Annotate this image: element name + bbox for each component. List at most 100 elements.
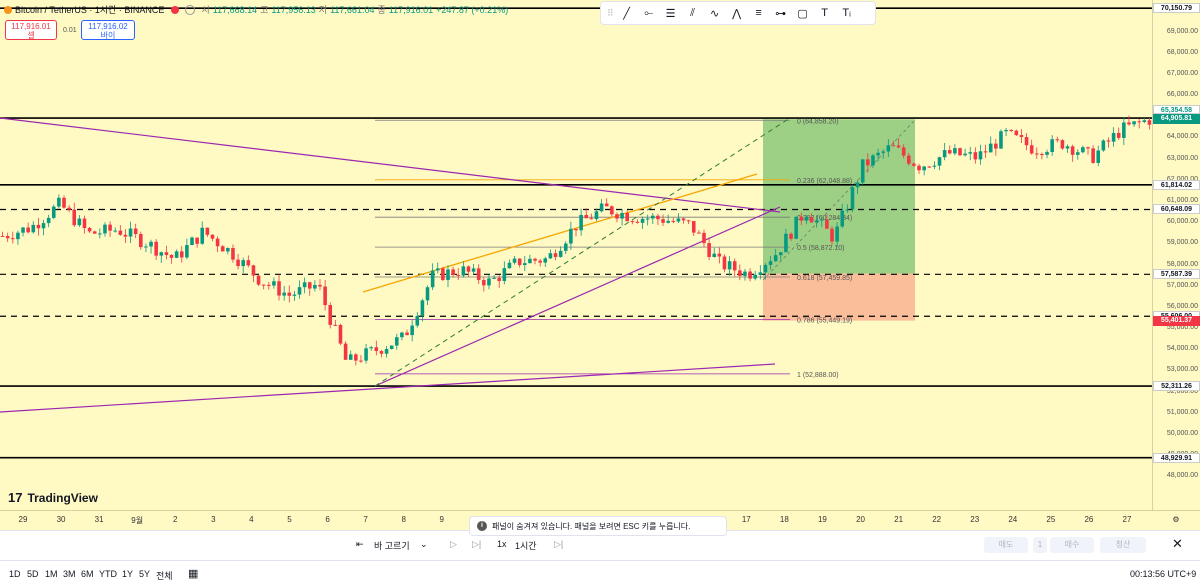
range-all[interactable]: 전체 — [156, 571, 173, 581]
range-6m[interactable]: 6M — [81, 569, 94, 579]
time-tick-label: 21 — [894, 515, 904, 524]
candle-body — [461, 266, 466, 276]
bar-select-button[interactable]: 바 고르기 — [374, 541, 410, 551]
replay-sell-button[interactable]: 매도 — [984, 537, 1028, 553]
candle-body — [912, 163, 916, 166]
candle-body — [896, 145, 901, 148]
candle-body — [77, 218, 82, 226]
fib-retracement-icon[interactable]: ≡ — [755, 7, 762, 19]
rectangle-icon[interactable]: ▢ — [797, 7, 808, 20]
candle-body — [1086, 147, 1090, 149]
target-zone — [763, 119, 915, 274]
candle-body — [384, 349, 389, 354]
ray-tool-icon[interactable]: ⟜ — [644, 6, 653, 19]
candle-body — [922, 166, 926, 171]
chevron-down-icon[interactable]: ⌄ — [420, 539, 428, 549]
chart-pane[interactable]: 0 (64,858.20) 0.236 (62,048.88) 0.382 (60,… — [0, 0, 1152, 510]
bar-select-icon[interactable]: ⇤ — [356, 539, 364, 549]
pattern-icon[interactable]: ⋀ — [732, 7, 742, 20]
price-level-tag: 64,905.81 — [1153, 114, 1200, 125]
candle-body — [599, 203, 604, 212]
close-icon[interactable]: ✕ — [1172, 536, 1183, 551]
candle-body — [528, 258, 532, 264]
jump-to-realtime-icon[interactable]: ▷| — [554, 539, 564, 549]
range-ytd[interactable]: YTD — [99, 569, 117, 579]
sell-button[interactable]: 117,916.01 셀 — [5, 20, 57, 40]
candle-body — [133, 228, 138, 235]
price-scale[interactable]: 70,150.79 69,000.00 68,000.00 67,000.00 66,0… — [1152, 0, 1200, 510]
price-tick-label: 69,000.00 — [1166, 27, 1198, 35]
candle-body — [471, 268, 476, 272]
replay-buy-button[interactable]: 매수 — [1050, 537, 1094, 553]
range-1y[interactable]: 1Y — [122, 569, 134, 579]
price-level-tag: 52,311.26 — [1153, 381, 1200, 392]
candle-body — [287, 292, 292, 296]
candle-body — [763, 264, 768, 273]
candle-body — [354, 354, 358, 361]
toolbar-drag-handle-icon[interactable]: ⠿ — [607, 7, 614, 18]
candle-body — [410, 325, 414, 336]
candle-body — [72, 209, 77, 226]
fib-extension-icon[interactable]: ⊶ — [775, 7, 787, 20]
buy-button[interactable]: 117,916.02 바이 — [81, 20, 135, 40]
candle-body — [272, 281, 276, 286]
candle-body — [686, 220, 691, 222]
fib-trend-dashed-line — [374, 117, 791, 387]
speed-button[interactable]: 1x — [497, 539, 507, 549]
candle-body — [103, 224, 107, 234]
calendar-icon[interactable]: ▦ — [188, 568, 199, 580]
candle-body — [983, 151, 988, 153]
symbol-title[interactable]: Bitcoin / TetherUS · 1시간 · BINANCE — [15, 5, 165, 15]
candle-body — [210, 234, 215, 239]
channel-support-line — [374, 206, 781, 387]
price-tick-label: 59,000.00 — [1166, 239, 1198, 247]
clock-readout[interactable]: 00:13:56 UTC+9 — [1130, 569, 1197, 579]
candle-body — [57, 197, 61, 207]
candle-body — [640, 218, 645, 223]
candle-body — [635, 221, 640, 223]
time-tick-label: 29 — [18, 515, 28, 524]
candle-body — [523, 263, 527, 266]
bottom-toolbar: 1D 5D 1M 3M 6M YTD 1Y 5Y 전체 ▦ 00:13:56 U… — [0, 560, 1200, 587]
step-forward-icon[interactable]: ▷| — [472, 539, 482, 549]
range-1m[interactable]: 1M — [45, 569, 58, 579]
candle-body — [1035, 153, 1039, 155]
regression-trend-icon[interactable]: ⫽ — [690, 6, 696, 19]
candle-body — [1075, 152, 1080, 155]
candle-body — [666, 220, 670, 223]
candle-body — [947, 150, 952, 154]
candle-body — [594, 211, 599, 220]
elliott-wave-icon[interactable]: ∿ — [709, 7, 720, 20]
candle-body — [819, 219, 824, 221]
candle-body — [691, 221, 696, 233]
candle-body — [338, 324, 343, 344]
play-icon[interactable]: ▷ — [450, 539, 457, 549]
candle-body — [231, 247, 235, 260]
candle-body — [809, 217, 814, 223]
range-1d[interactable]: 1D — [9, 569, 21, 579]
candle-body — [487, 278, 491, 286]
time-tick-label: 27 — [1122, 515, 1132, 524]
range-5y[interactable]: 5Y — [139, 569, 151, 579]
interval-button[interactable]: 1시간 — [515, 541, 537, 551]
price-chart[interactable]: 0 (64,858.20) 0.236 (62,048.88) 0.382 (60,… — [0, 0, 1152, 510]
price-level-tag: 70,150.79 — [1153, 3, 1200, 14]
alert-icon[interactable] — [185, 4, 196, 15]
candle-body — [1040, 154, 1044, 156]
candle-body — [732, 261, 737, 271]
time-tick-label: 26 — [1084, 515, 1094, 524]
replay-close-position-button[interactable]: 청산 — [1100, 537, 1146, 553]
price-tick-label: 48,000.00 — [1166, 472, 1198, 480]
text-style-icon[interactable]: Tᵢ — [842, 7, 851, 19]
candle-body — [866, 159, 870, 166]
candle-body — [251, 265, 256, 276]
parallel-channel-icon[interactable]: ☰ — [665, 7, 676, 20]
candle-body — [1024, 137, 1029, 146]
replay-qty[interactable]: 1 — [1033, 537, 1047, 553]
line-tool-icon[interactable]: ╱ — [623, 7, 630, 20]
range-3m[interactable]: 3M — [63, 569, 76, 579]
candle-body — [1060, 140, 1065, 149]
range-5d[interactable]: 5D — [27, 569, 39, 579]
settings-gear-icon[interactable]: ⚙ — [1172, 515, 1180, 524]
text-icon[interactable]: T — [821, 7, 828, 19]
